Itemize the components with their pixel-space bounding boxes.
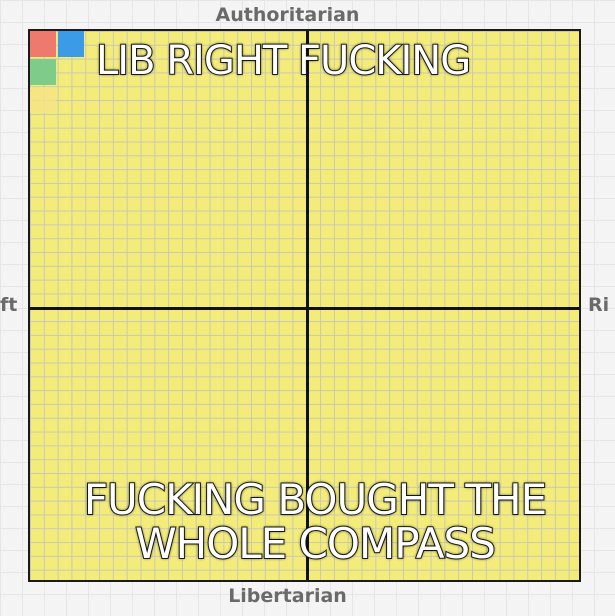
faint-yellow-square — [30, 87, 56, 113]
red-square — [30, 31, 56, 57]
meme-caption-bottom-line-1: FUCKING BOUGHT THE — [83, 475, 548, 524]
axis-label-libertarian: Libertarian — [228, 585, 347, 607]
political-compass-grid — [28, 29, 581, 582]
meme-caption-bottom-line-2: WHOLE COMPASS — [134, 519, 497, 569]
axis-label-right: Ri — [588, 294, 610, 316]
vertical-axis — [306, 31, 309, 580]
meme-caption-top: LIB RIGHT FUCKING — [95, 38, 472, 84]
axis-label-left: ft — [0, 294, 18, 316]
blue-square — [58, 31, 84, 57]
axis-label-authoritarian: Authoritarian — [215, 4, 360, 26]
horizontal-axis — [30, 307, 579, 310]
meme-caption-bottom: FUCKING BOUGHT THE WHOLE COMPASS — [40, 475, 590, 569]
green-square — [30, 59, 56, 85]
